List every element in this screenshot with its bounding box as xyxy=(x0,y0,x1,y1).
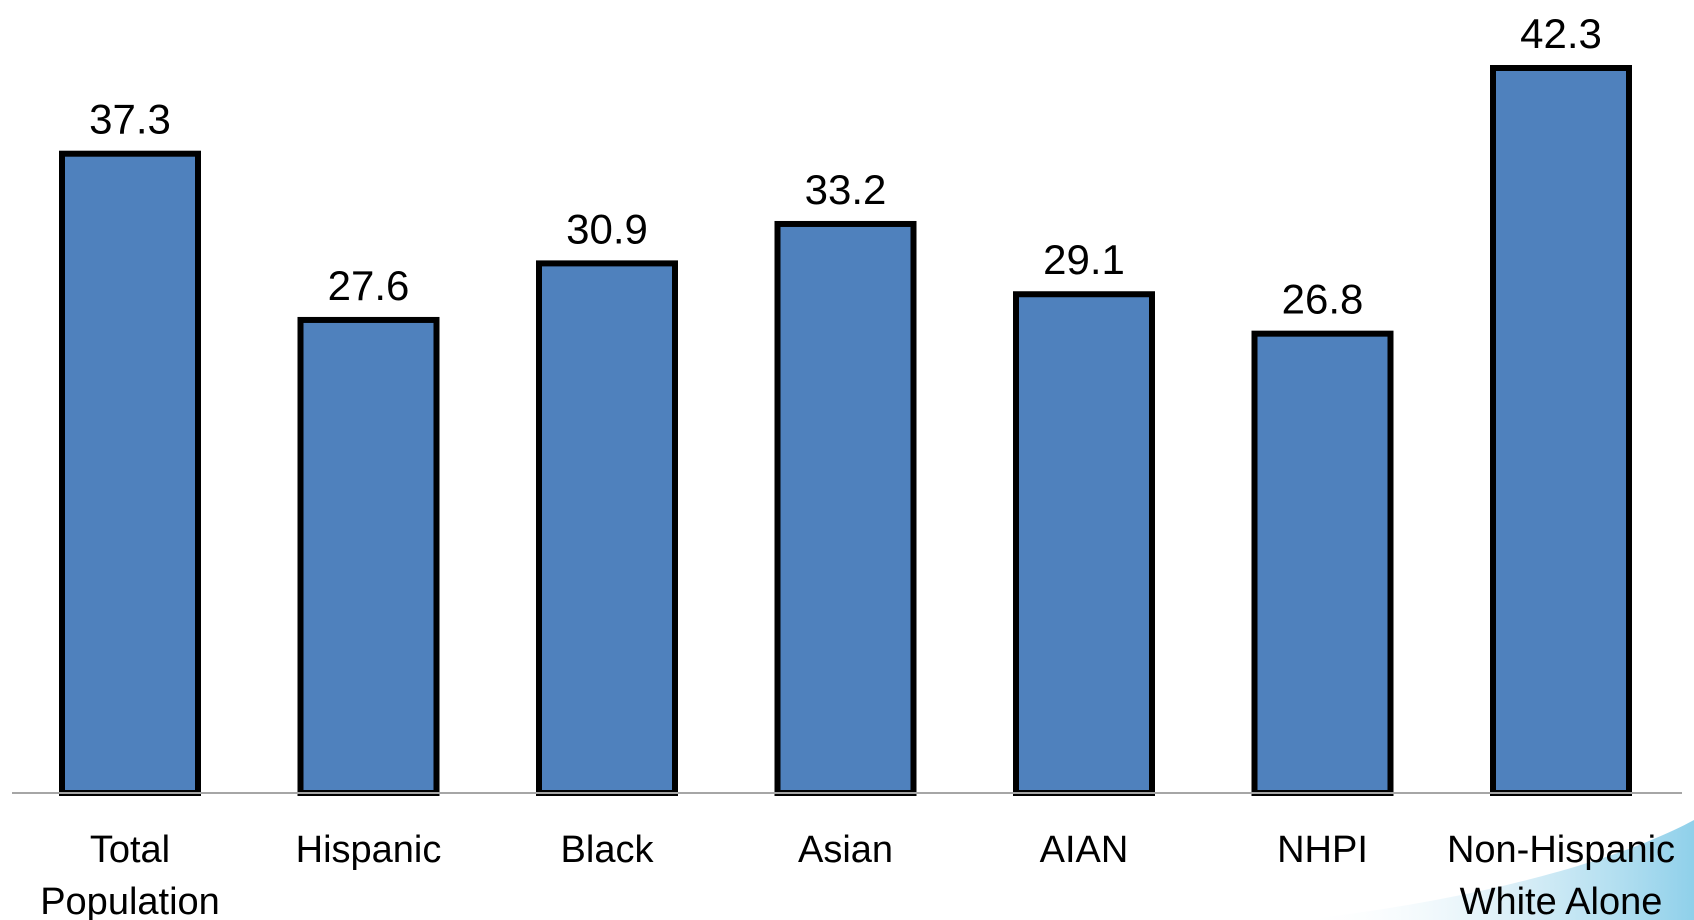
category-label-3-line-0: Asian xyxy=(798,829,893,871)
bar-3 xyxy=(774,220,917,797)
bar-6 xyxy=(1490,65,1632,796)
value-label-1: 27.6 xyxy=(328,262,410,309)
category-label-6-line-1: White Alone xyxy=(1460,881,1663,920)
value-label-4: 29.1 xyxy=(1043,236,1125,283)
category-label-0-line-1: Population xyxy=(40,881,220,920)
value-label-2: 30.9 xyxy=(566,205,648,252)
category-label-2-line-0: Black xyxy=(561,829,655,871)
category-label-1-line-0: Hispanic xyxy=(296,829,442,871)
category-labels-group: Total Population Hispanic Black Asian AIAN NHP… xyxy=(40,829,1675,920)
bar-0 xyxy=(59,150,201,797)
category-label-4-line-0: AIAN xyxy=(1040,829,1129,871)
bars-group xyxy=(59,65,1632,797)
bar-1 xyxy=(297,316,440,796)
value-label-0: 37.3 xyxy=(89,96,171,143)
bar-5 xyxy=(1251,330,1394,796)
category-label-6-line-0: Non-Hispanic xyxy=(1447,829,1675,871)
category-label-0-line-0: Total xyxy=(90,829,170,871)
value-label-5: 26.8 xyxy=(1282,276,1364,323)
bar-2 xyxy=(536,260,678,796)
value-label-3: 33.2 xyxy=(805,166,887,213)
value-labels-group: 37.3 27.6 30.9 33.2 29.1 26.8 42.3 xyxy=(89,10,1602,323)
category-label-5-line-0: NHPI xyxy=(1277,829,1368,871)
decorative-swoosh xyxy=(1300,820,1694,920)
value-label-6: 42.3 xyxy=(1520,10,1602,57)
bar-4 xyxy=(1013,291,1155,796)
